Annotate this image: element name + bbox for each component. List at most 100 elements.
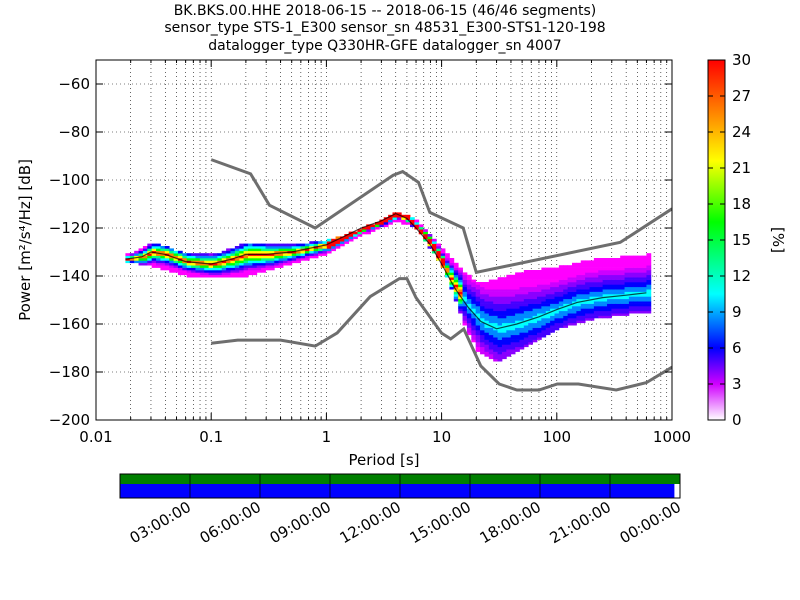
psd-cell (366, 226, 372, 230)
psd-cell (414, 222, 420, 225)
psd-cell (291, 255, 297, 259)
psd-cell (541, 308, 547, 312)
psd-cell (515, 303, 520, 307)
psd-cell (532, 320, 538, 324)
psd-cell (589, 260, 595, 264)
psd-cell (431, 241, 437, 244)
psd-cell (147, 260, 153, 264)
psd-cell (646, 306, 652, 309)
psd-cell (585, 277, 590, 280)
psd-cell (239, 255, 245, 259)
y-tick-label: −180 (49, 363, 90, 381)
psd-cell (637, 308, 643, 312)
psd-cell (515, 298, 520, 302)
psd-cell (204, 260, 209, 264)
psd-cell (480, 322, 485, 326)
psd-cell (602, 301, 608, 304)
psd-cell (410, 224, 415, 228)
psd-cell (646, 272, 652, 276)
psd-cell (576, 284, 582, 288)
psd-cell (519, 306, 525, 309)
psd-cell (510, 339, 516, 343)
psd-cell (545, 277, 551, 280)
psd-cell (585, 308, 590, 312)
psd-cell (541, 303, 547, 307)
psd-cell (585, 289, 590, 292)
psd-cell (593, 296, 599, 300)
psd-cell (580, 318, 586, 321)
psd-cell (536, 294, 542, 297)
psd-cell (230, 260, 236, 264)
psd-cell (637, 267, 643, 271)
psd-cell (550, 325, 555, 328)
psd-cell (576, 308, 582, 312)
psd-cell (484, 325, 490, 328)
psd-cell (624, 262, 630, 266)
psd-cell (523, 313, 529, 316)
timeline-tick-label: 12:00:00 (337, 498, 404, 547)
psd-cell (488, 310, 494, 314)
psd-cell (221, 267, 227, 271)
psd-cell (572, 310, 577, 314)
psd-cell (493, 282, 498, 285)
psd-cell (545, 313, 551, 316)
psd-cell (480, 296, 485, 300)
psd-cell (353, 236, 358, 240)
psd-cell (449, 265, 455, 268)
psd-cell (558, 303, 564, 307)
psd-cell (558, 310, 564, 314)
psd-cell (602, 270, 608, 273)
psd-cell (287, 253, 293, 256)
psd-cell (580, 294, 586, 297)
psd-cell (567, 310, 573, 314)
psd-cell (628, 298, 634, 302)
psd-cell (304, 253, 310, 256)
psd-cell (620, 296, 625, 300)
psd-cell (585, 262, 590, 266)
psd-cell (357, 234, 363, 237)
psd-cell (506, 349, 512, 352)
psd-cell (558, 279, 564, 283)
psd-cell (173, 262, 179, 266)
psd-cell (593, 277, 599, 280)
psd-cell (125, 253, 131, 256)
psd-cell (313, 250, 319, 254)
psd-cell (466, 327, 472, 331)
psd-cell (265, 267, 271, 271)
psd-cell (593, 274, 599, 278)
psd-cell (545, 308, 551, 312)
psd-cell (156, 243, 161, 247)
psd-cell (466, 315, 472, 319)
psd-cell (628, 270, 634, 273)
psd-cell (642, 265, 647, 268)
psd-cell (226, 253, 231, 256)
psd-cell (226, 267, 231, 271)
psd-cell (506, 274, 512, 278)
psd-cell (475, 303, 481, 307)
psd-cell (554, 282, 560, 285)
psd-cell (453, 282, 459, 285)
psd-cell (633, 306, 639, 309)
psd-cell (445, 258, 450, 261)
psd-cell (458, 282, 463, 285)
psd-cell (304, 246, 310, 249)
psd-cell (615, 265, 621, 268)
psd-cell (239, 274, 245, 278)
psd-cell (173, 270, 179, 273)
psd-cell (318, 248, 323, 252)
psd-cell (475, 296, 481, 300)
psd-cell (484, 332, 490, 336)
psd-cell (445, 262, 450, 266)
psd-cell (646, 294, 652, 297)
psd-cell (523, 332, 529, 336)
psd-cell (475, 349, 481, 352)
psd-cell (506, 296, 512, 300)
psd-cell (510, 334, 516, 338)
psd-cell (497, 298, 503, 302)
psd-cell (602, 258, 608, 261)
psd-cell (182, 255, 188, 259)
psd-cell (278, 243, 284, 247)
psd-cell (633, 282, 639, 285)
timeline-tick-label: 06:00:00 (197, 498, 264, 547)
